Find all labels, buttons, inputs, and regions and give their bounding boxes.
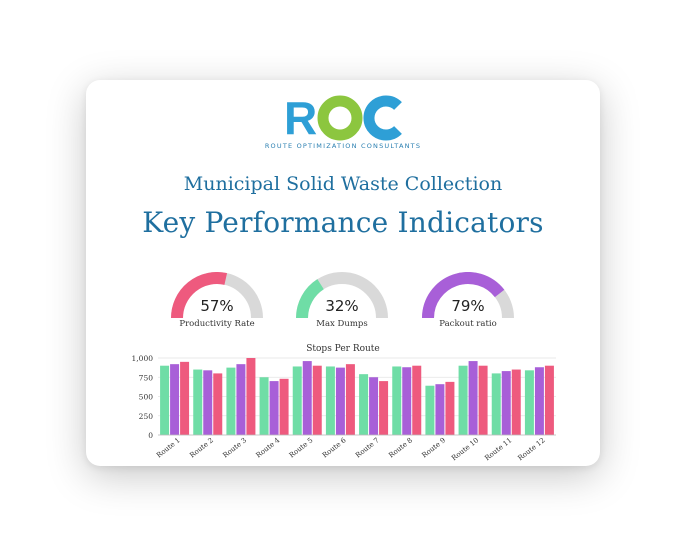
x-tick-label: Route 4 bbox=[255, 436, 282, 460]
gauge-fill bbox=[422, 272, 505, 319]
x-tick-label: Route 8 bbox=[387, 436, 414, 459]
y-tick-label: 750 bbox=[139, 373, 154, 382]
bar bbox=[170, 364, 180, 435]
bar bbox=[359, 374, 369, 435]
gauge-label: Productivity Rate bbox=[179, 319, 255, 329]
bar bbox=[402, 367, 412, 435]
logo-tagline: ROUTE OPTIMIZATION CONSULTANTS bbox=[264, 142, 422, 150]
bar bbox=[193, 369, 203, 435]
bar bbox=[279, 378, 289, 435]
y-tick-label: 0 bbox=[148, 431, 153, 440]
bar bbox=[468, 361, 478, 435]
bar bbox=[213, 373, 223, 435]
gauge-value: 79% bbox=[451, 297, 485, 315]
x-tick-label: Route 9 bbox=[420, 436, 447, 459]
bar bbox=[226, 367, 236, 435]
bar bbox=[312, 365, 322, 435]
logo-letter-c bbox=[363, 95, 402, 141]
bar bbox=[379, 381, 389, 435]
gauge-label: Packout ratio bbox=[439, 319, 497, 329]
gauge-arc bbox=[296, 272, 388, 319]
gauge-productivity-rate: 57% Productivity Rate bbox=[167, 272, 267, 334]
x-tick-label: Route 5 bbox=[288, 436, 315, 459]
gauge-value: 57% bbox=[200, 297, 234, 315]
roc-logo: R bbox=[86, 90, 600, 156]
bar bbox=[491, 373, 501, 435]
y-tick-label: 500 bbox=[139, 393, 154, 402]
bar bbox=[392, 366, 402, 435]
gauge-arc bbox=[171, 272, 263, 319]
bar bbox=[445, 381, 455, 435]
x-tick-label: Route 10 bbox=[450, 436, 480, 462]
bar bbox=[544, 365, 554, 435]
kpi-card: R ROUTE OPTIMIZATION CONSULTANTS Municip… bbox=[86, 80, 600, 466]
bar bbox=[203, 370, 213, 435]
bar bbox=[236, 364, 246, 435]
bar bbox=[501, 371, 511, 435]
gauge-row: 57% Productivity Rate 32% Max Dumps 79% … bbox=[86, 272, 600, 334]
bar bbox=[180, 361, 190, 435]
x-tick-label: Route 1 bbox=[155, 436, 182, 459]
page-title: Key Performance Indicators bbox=[142, 206, 544, 239]
bar-chart-svg: Stops Per Route 0 250 500 750 1,000 Route 1 Ro… bbox=[132, 344, 556, 462]
bar bbox=[292, 366, 302, 435]
x-tick-label: Route 11 bbox=[483, 436, 513, 462]
bar bbox=[511, 369, 521, 435]
bar bbox=[345, 364, 355, 435]
bar bbox=[335, 367, 345, 435]
bar bbox=[369, 377, 379, 435]
bar bbox=[259, 377, 269, 435]
bar bbox=[458, 365, 468, 435]
x-tick-label: Route 7 bbox=[354, 436, 381, 459]
bar bbox=[524, 370, 534, 435]
bar bbox=[160, 365, 170, 435]
y-tick-label: 1,000 bbox=[132, 354, 154, 363]
gauge-value: 32% bbox=[325, 297, 359, 315]
bar bbox=[325, 366, 335, 435]
stops-per-route-chart: Stops Per Route 0 250 500 750 1,000 Route 1 Ro… bbox=[86, 338, 600, 466]
y-tick-label: 250 bbox=[139, 412, 154, 421]
gauge-arc bbox=[422, 272, 514, 319]
bar bbox=[302, 361, 312, 435]
bar bbox=[478, 365, 488, 435]
x-tick-label: Route 2 bbox=[188, 436, 215, 459]
logo-letter-r: R bbox=[284, 92, 317, 144]
x-tick-label: Route 3 bbox=[221, 436, 248, 459]
gauge-packout-ratio: 79% Packout ratio bbox=[418, 272, 518, 334]
gauge-fill bbox=[171, 272, 228, 319]
bar bbox=[435, 384, 445, 435]
page-subtitle: Municipal Solid Waste Collection bbox=[183, 173, 503, 195]
x-tick-label: Route 6 bbox=[321, 436, 348, 460]
bar bbox=[269, 381, 279, 435]
bar bbox=[246, 358, 256, 435]
x-tick-label: Route 12 bbox=[516, 436, 546, 462]
bar bbox=[412, 365, 422, 435]
chart-title: Stops Per Route bbox=[306, 344, 380, 354]
gauge-max-dumps: 32% Max Dumps bbox=[292, 272, 392, 334]
bar bbox=[534, 367, 544, 435]
logo-letter-o bbox=[317, 95, 363, 141]
gauge-label: Max Dumps bbox=[316, 319, 368, 329]
bar bbox=[425, 385, 435, 435]
gauge-fill bbox=[296, 279, 325, 319]
